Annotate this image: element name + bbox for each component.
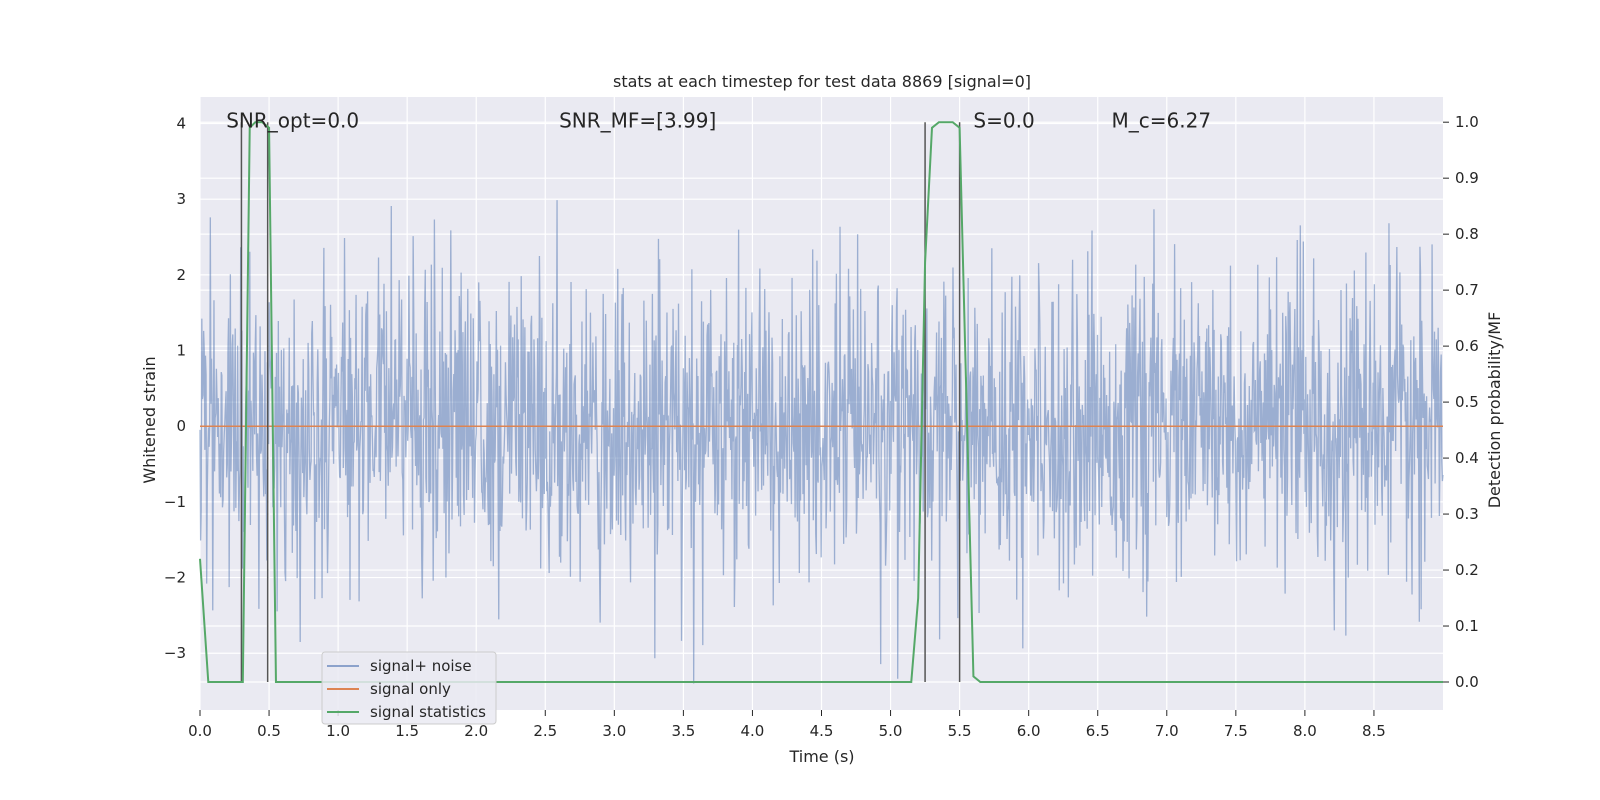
chart-title: stats at each timestep for test data 886…	[613, 72, 1031, 91]
annotation-text: M_c=6.27	[1112, 109, 1212, 133]
y2-tick-label: 0.6	[1455, 337, 1479, 355]
y2-tick-label: 0.2	[1455, 561, 1479, 579]
x-tick-label: 3.5	[671, 722, 695, 740]
x-tick-label: 3.0	[602, 722, 626, 740]
y2-tick-label: 0.8	[1455, 225, 1479, 243]
x-tick-label: 1.0	[326, 722, 350, 740]
legend-box	[321, 651, 497, 725]
annotation-text: SNR_opt=0.0	[226, 109, 359, 133]
x-tick-label: 0.5	[257, 722, 281, 740]
legend-label: signal+ noise	[370, 657, 472, 675]
y2-tick-label: 1.0	[1455, 113, 1479, 131]
x-tick-label: 1.5	[395, 722, 419, 740]
series-signal-statistics	[199, 121, 1443, 684]
x-tick-label: 2.5	[533, 722, 557, 740]
y2-axis-label: Detection probability/MF	[1485, 312, 1504, 509]
y2-tick-label: 0.3	[1455, 505, 1479, 523]
x-tick-label: 4.5	[810, 722, 834, 740]
annotation-text: SNR_MF=[3.99]	[559, 109, 716, 133]
x-tick-label: 2.0	[464, 722, 488, 740]
x-tick-label: 8.0	[1293, 722, 1317, 740]
x-tick-label: 8.5	[1362, 722, 1386, 740]
x-tick-label: 4.0	[741, 722, 765, 740]
annotation-text: S=0.0	[973, 109, 1034, 133]
x-tick-label: 6.0	[1017, 722, 1041, 740]
noise-line	[199, 200, 1444, 684]
y-tick-label: 2	[176, 266, 186, 284]
y-tick-label: 1	[176, 342, 186, 360]
x-tick-label: 7.0	[1155, 722, 1179, 740]
y-axis-label: Whitened strain	[140, 356, 159, 483]
x-axis-ticks: 0.0 0.5 1.0 1.5 2.0 2.5 3.0 3.5 4.0 4.5 5.0 5.5 6.0 6…	[188, 710, 1386, 740]
y2-tick-label: 0.7	[1455, 281, 1479, 299]
y2-tick-label: 0.1	[1455, 617, 1479, 635]
y2-tick-label: 0.0	[1455, 673, 1479, 691]
x-tick-label: 6.5	[1086, 722, 1110, 740]
x-axis-label: Time (s)	[788, 747, 854, 766]
annotations: SNR_opt=0.0 SNR_MF=[3.99] S=0.0 M_c=6.27	[226, 109, 1211, 133]
y-axis-ticks: −3 −2 −1 0 1 2 3 4	[164, 114, 186, 662]
x-tick-label: 0.0	[188, 722, 212, 740]
x-tick-label: 5.0	[879, 722, 903, 740]
y-tick-label: 3	[176, 190, 186, 208]
y-tick-label: −3	[164, 644, 186, 662]
y2-tick-label: 0.9	[1455, 169, 1479, 187]
legend-label: signal only	[370, 680, 451, 698]
y2-axis-ticks: 0.0 0.1 0.2 0.3 0.4 0.5 0.6 0.7 0.8 0.9 1.0	[1443, 113, 1479, 691]
y-tick-label: 0	[176, 417, 186, 435]
x-tick-label: 7.5	[1224, 722, 1248, 740]
y-tick-label: −2	[164, 569, 186, 587]
vertical-lines	[240, 122, 961, 683]
x-tick-label: 5.5	[948, 722, 972, 740]
stats-line	[199, 121, 1443, 684]
series-signal-plus-noise	[199, 200, 1444, 684]
y2-tick-label: 0.4	[1455, 449, 1479, 467]
y-tick-label: −1	[164, 493, 186, 511]
y2-tick-label: 0.5	[1455, 393, 1479, 411]
y-tick-label: 4	[176, 114, 186, 132]
legend-label: signal statistics	[370, 703, 486, 721]
legend: signal+ noise signal only signal statistic…	[321, 651, 497, 725]
